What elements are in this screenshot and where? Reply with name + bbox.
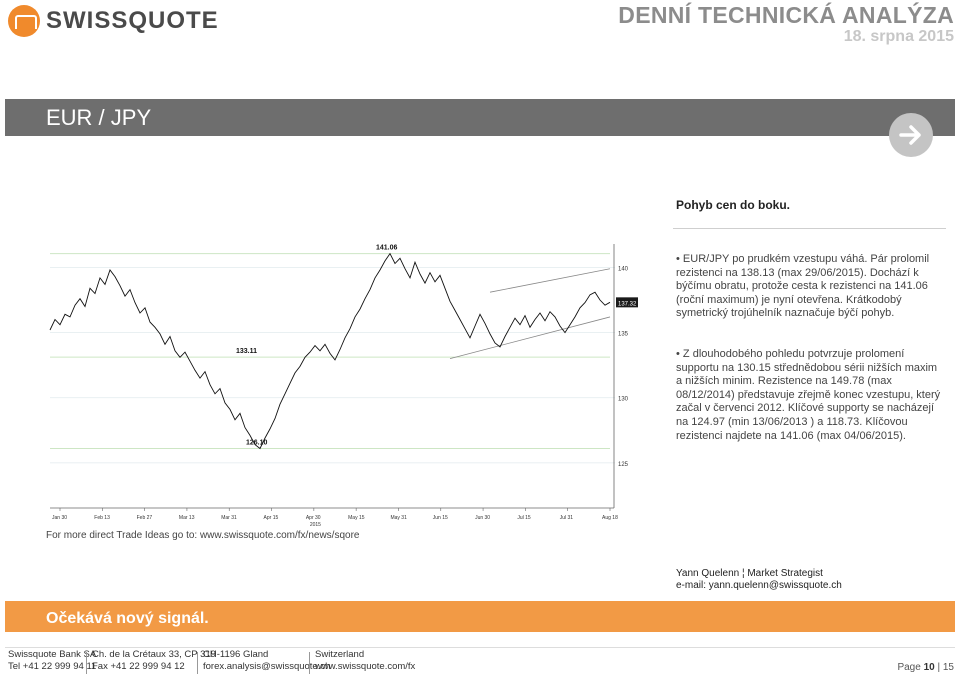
x-tick-label: Aug 18 (602, 515, 618, 521)
footer-country-name: Switzerland (315, 649, 365, 660)
footer-country: Switzerland www.swissquote.com/fx (315, 649, 415, 673)
footer-phone: Tel +41 22 999 94 11 (8, 661, 97, 672)
bullet-text: Z dlouhodobého pohledu potvrzuje prolome… (676, 348, 941, 442)
footer-company-name: Swissquote Bank SA (8, 649, 97, 660)
last-price-label: 137.32 (618, 301, 637, 307)
last-price-tag (616, 297, 638, 308)
pair-title: EUR / JPY (46, 105, 152, 130)
x-tick-label: Mar 13 (179, 515, 195, 521)
report-title: DENNÍ TECHNICKÁ ANALÝZA (618, 2, 954, 28)
next-button[interactable] (889, 113, 933, 157)
x-tick-label: Apr 30 (306, 515, 321, 521)
analysis-heading: Pohyb cen do boku. (676, 198, 791, 212)
signal-bar: Očekává nový signál. (5, 601, 955, 632)
price-chart: 140 135 130 125 141.06 133.11 126.10 137.32 Jan … (49, 244, 638, 526)
price-annotation: 126.10 (246, 439, 268, 446)
price-annotation: 133.11 (236, 348, 257, 355)
section-divider (673, 228, 946, 229)
footer-separator (86, 652, 87, 674)
x-tick-label: Jun 15 (433, 515, 448, 521)
logo-text: SWISSQUOTE (46, 7, 219, 34)
footer-email[interactable]: forex.analysis@swissquote.ch (203, 661, 331, 672)
swissquote-logo-icon (8, 5, 40, 37)
page-number: Page 10 | 15 (897, 662, 954, 673)
price-series-line (49, 252, 611, 450)
analysis-bullet: • Z dlouhodobého pohledu potvrzuje prolo… (676, 348, 941, 442)
footer-website[interactable]: www.swissquote.com/fx (315, 661, 416, 672)
price-annotation: 141.06 (376, 245, 398, 252)
y-tick-label: 130 (618, 397, 629, 403)
y-tick-label: 125 (618, 462, 629, 468)
x-tick-label: Feb 13 (94, 515, 110, 521)
y-tick-label: 140 (618, 266, 629, 272)
arrow-right-icon (899, 125, 921, 145)
x-tick-label: Jun 30 (475, 515, 490, 521)
x-tick-label: Jul 31 (560, 515, 574, 521)
footer-divider (5, 647, 955, 648)
signal-text: Očekává nový signál. (46, 610, 209, 627)
x-tick-label: Mar 31 (221, 515, 237, 521)
report-date: 18. srpna 2015 (843, 28, 954, 45)
page-current: 10 (923, 662, 935, 673)
page-label: Page (897, 662, 921, 673)
x-tick-label: Jul 15 (517, 515, 531, 521)
bullet-text: EUR/JPY po prudkém vzestupu váhá. Pár pr… (676, 253, 930, 320)
pair-banner: EUR / JPY (5, 99, 955, 136)
x-tick-label: May 31 (390, 515, 407, 521)
author-email[interactable]: e-mail: yann.quelenn@swissquote.ch (676, 580, 842, 591)
swissquote-logo: SWISSQUOTE (8, 5, 218, 37)
page-total: 15 (942, 662, 954, 673)
y-tick-label: 135 (618, 332, 629, 338)
triangle-upper-line (489, 268, 611, 293)
triangle-lower-line (449, 316, 611, 359)
footer-street: Ch. de la Crétaux 33, CP 319 (92, 649, 216, 660)
x-tick-label: Apr 15 (264, 515, 279, 521)
analysis-bullet: • EUR/JPY po prudkém vzestupu váhá. Pár … (676, 253, 930, 320)
author-block: Yann Quelenn ¦ Market Strategist e-mail:… (676, 568, 842, 592)
x-tick-label: May 15 (348, 515, 365, 521)
footer-city: CH-1196 Gland forex.analysis@swissquote.… (203, 649, 330, 673)
year-label: 2015 (310, 522, 321, 526)
footer-separator (197, 652, 198, 674)
trade-ideas-link[interactable]: For more direct Trade Ideas go to: www.s… (46, 530, 360, 541)
footer-company: Swissquote Bank SA Tel +41 22 999 94 11 (8, 649, 96, 673)
footer-fax: Fax +41 22 999 94 12 (92, 661, 185, 672)
x-tick-label: Feb 27 (137, 515, 153, 521)
x-tick-label: Jan 30 (52, 515, 67, 521)
author-name: Yann Quelenn ¦ Market Strategist (676, 568, 823, 579)
footer-address: Ch. de la Crétaux 33, CP 319 Fax +41 22 … (92, 649, 216, 673)
footer-separator (309, 652, 310, 674)
footer-postcode: CH-1196 Gland (203, 649, 269, 660)
